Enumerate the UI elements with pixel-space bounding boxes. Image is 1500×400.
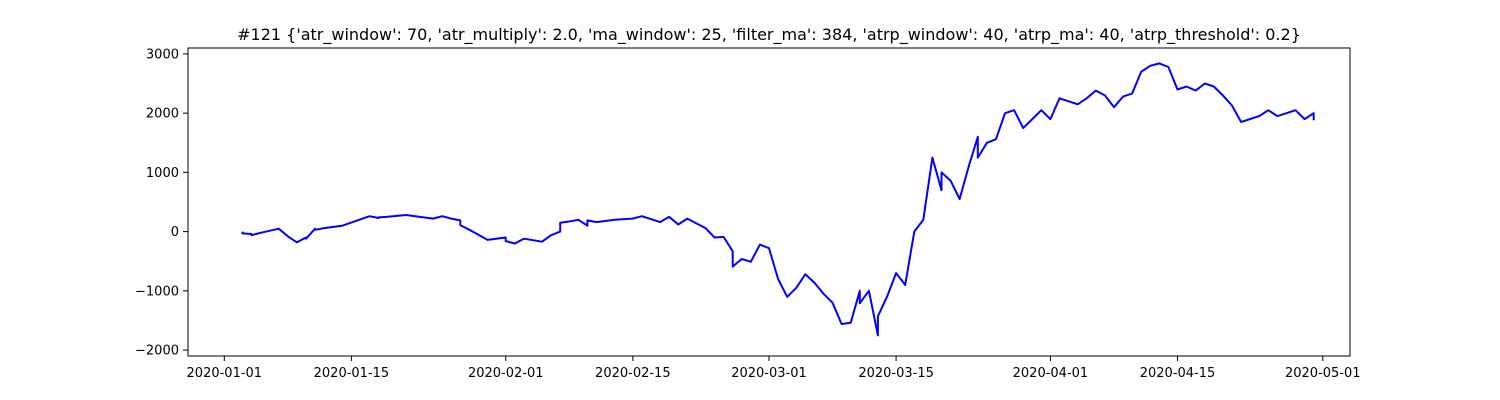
series-line-0: [241, 62, 1315, 337]
chart-title: #121 {'atr_window': 70, 'atr_multiply': …: [237, 25, 1301, 45]
y-tick-label: −2000: [135, 344, 179, 359]
y-tick-label: 3000: [146, 47, 179, 62]
x-tick-label: 2020-01-01: [187, 366, 263, 381]
y-tick-label: 2000: [146, 107, 179, 122]
x-tick-label: 2020-03-15: [858, 366, 934, 381]
x-tick-label: 2020-05-01: [1285, 366, 1361, 381]
y-tick-label: 1000: [146, 166, 179, 181]
x-axis: 2020-01-01 2020-01-15 2020-02-01 2020-02-15…: [187, 356, 1361, 381]
x-tick-label: 2020-02-15: [595, 366, 671, 381]
x-tick-label: 2020-02-01: [468, 366, 544, 381]
x-tick-label: 2020-03-01: [731, 366, 807, 381]
y-axis: −2000 −1000 0 1000 2000 3000: [135, 47, 188, 359]
x-tick-label: 2020-04-15: [1140, 366, 1216, 381]
y-tick-label: 0: [171, 225, 179, 240]
x-tick-label: 2020-04-01: [1013, 366, 1089, 381]
y-tick-label: −1000: [135, 284, 179, 299]
x-tick-label: 2020-01-15: [314, 366, 390, 381]
plot-area: [241, 62, 1315, 337]
plot-frame: [187, 47, 1351, 357]
